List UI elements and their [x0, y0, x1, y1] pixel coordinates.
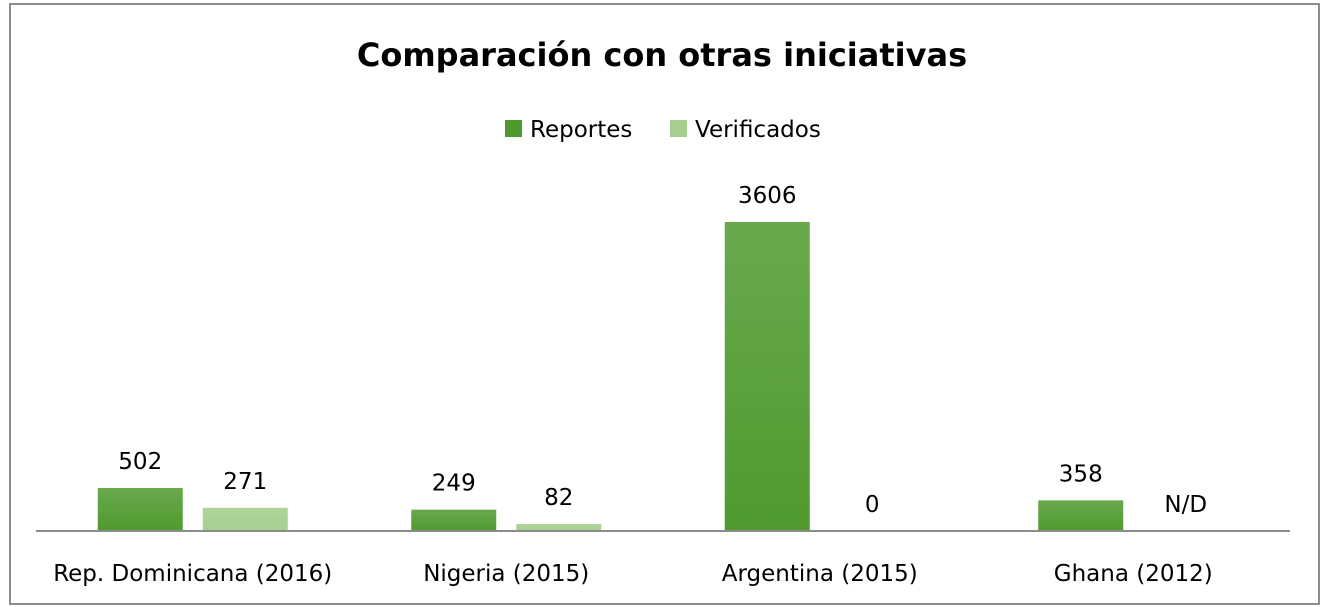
legend: Reportes Verificados	[505, 117, 821, 143]
data-label-verificados-argentina-2015: 0	[865, 492, 880, 518]
bar-reportes-argentina-2015	[724, 222, 810, 531]
bars-group	[97, 222, 1124, 531]
data-label-verificados-ghana-2012: N/D	[1164, 492, 1207, 518]
category-label-argentina-2015: Argentina (2015)	[722, 561, 918, 587]
data-label-reportes-rep-dominicana-2016: 502	[118, 449, 162, 475]
bar-reportes-rep-dominicana-2016	[97, 487, 183, 531]
data-label-verificados-nigeria-2015: 82	[544, 485, 573, 511]
legend-swatch-verificados	[670, 120, 687, 137]
bar-reportes-nigeria-2015	[411, 509, 497, 531]
bar-verificados-rep-dominicana-2016	[202, 507, 288, 531]
bar-reportes-ghana-2012	[1038, 500, 1124, 531]
data-label-reportes-argentina-2015: 3606	[738, 183, 797, 209]
category-label-nigeria-2015: Nigeria (2015)	[423, 561, 589, 587]
chart-title: Comparación con otras iniciativas	[357, 36, 967, 74]
category-label-ghana-2012: Ghana (2012)	[1054, 561, 1213, 587]
legend-swatch-reportes	[505, 120, 522, 137]
data-label-reportes-nigeria-2015: 249	[432, 471, 476, 497]
data-label-verificados-rep-dominicana-2016: 271	[223, 469, 267, 495]
data-label-reportes-ghana-2012: 358	[1059, 461, 1103, 487]
legend-label-reportes: Reportes	[530, 117, 632, 143]
category-labels-group: Rep. Dominicana (2016) Nigeria (2015) Arge…	[53, 561, 1213, 587]
legend-label-verificados: Verificados	[695, 117, 821, 143]
bar-verificados-nigeria-2015	[516, 523, 602, 531]
data-labels-group: 502 271 249 82 3606 0 358 N/D	[118, 183, 1207, 518]
category-label-rep-dominicana-2016: Rep. Dominicana (2016)	[53, 561, 332, 587]
